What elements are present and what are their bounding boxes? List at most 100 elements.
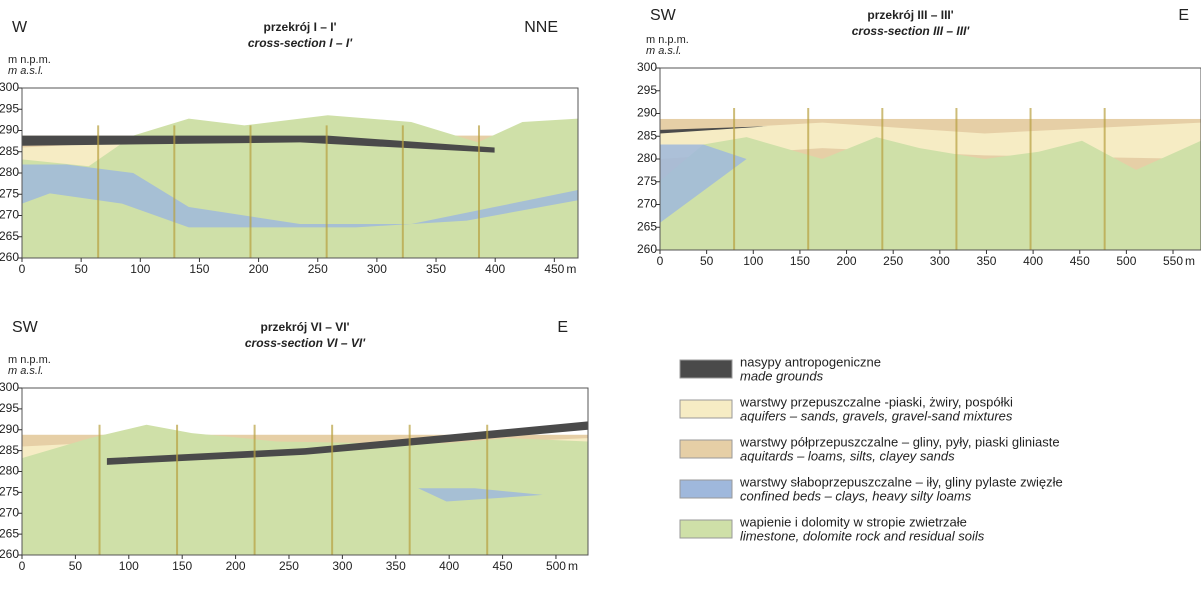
x-tick-label: 150 — [790, 254, 810, 268]
y-tick-label: 300 — [637, 60, 657, 74]
panel-subtitle: cross-section I – I' — [248, 36, 353, 50]
y-tick-label: 270 — [0, 505, 19, 519]
x-tick-label: 50 — [74, 262, 88, 276]
y-tick-label: 285 — [0, 144, 19, 158]
y-tick-label: 285 — [637, 128, 657, 142]
legend-label: warstwy półprzepuszczalne – gliny, pyły,… — [739, 434, 1060, 449]
x-tick-label: 200 — [226, 559, 246, 573]
x-tick-label: 0 — [657, 254, 664, 268]
x-tick-label: 400 — [485, 262, 505, 276]
x-unit: m — [1185, 254, 1195, 268]
limestone — [660, 137, 1201, 250]
x-tick-label: 50 — [69, 559, 83, 573]
y-tick-label: 275 — [0, 485, 19, 499]
y-tick-label: 295 — [0, 401, 19, 415]
y-tick-label: 270 — [637, 197, 657, 211]
x-tick-label: 500 — [546, 559, 566, 573]
y-tick-label: 265 — [637, 219, 657, 233]
x-tick-label: 100 — [130, 262, 150, 276]
y-tick-label: 295 — [0, 101, 19, 115]
x-tick-label: 500 — [1116, 254, 1136, 268]
limestone — [22, 115, 578, 258]
y-tick-label: 260 — [0, 547, 19, 561]
y-tick-label: 270 — [0, 208, 19, 222]
y-label-en: m a.s.l. — [646, 45, 681, 57]
panel-title: przekrój I – I' — [264, 20, 337, 34]
x-tick-label: 350 — [426, 262, 446, 276]
left-direction: SW — [650, 7, 677, 24]
legend-label-en: confined beds – clays, heavy silty loams — [740, 488, 972, 503]
x-tick-label: 450 — [1070, 254, 1090, 268]
made-grounds — [660, 126, 769, 134]
x-tick-label: 250 — [279, 559, 299, 573]
y-tick-label: 260 — [637, 242, 657, 256]
legend-swatch — [679, 439, 733, 459]
y-tick-label: 300 — [0, 80, 19, 94]
y-tick-label: 275 — [637, 174, 657, 188]
x-tick-label: 0 — [19, 559, 26, 573]
y-tick-label: 290 — [0, 422, 19, 436]
x-tick-label: 250 — [883, 254, 903, 268]
right-direction: E — [557, 319, 568, 336]
legend-swatch — [679, 359, 733, 379]
y-label-pl: m n.p.m. — [8, 354, 51, 366]
panel-title: przekrój VI – VI' — [261, 320, 350, 334]
y-tick-label: 280 — [0, 464, 19, 478]
x-tick-label: 350 — [976, 254, 996, 268]
right-direction: E — [1178, 7, 1189, 24]
x-tick-label: 350 — [386, 559, 406, 573]
y-tick-label: 285 — [0, 443, 19, 457]
y-tick-label: 265 — [0, 526, 19, 540]
legend-label-en: made grounds — [740, 368, 824, 383]
legend-swatch — [679, 479, 733, 499]
legend-label: wapienie i dolomity w stropie zwietrzałe — [739, 514, 967, 529]
right-direction: NNE — [524, 19, 558, 36]
x-tick-label: 450 — [493, 559, 513, 573]
panel-subtitle: cross-section III – III' — [852, 24, 971, 38]
y-tick-label: 260 — [0, 250, 19, 264]
confined-beds — [418, 488, 543, 502]
panel-subtitle: cross-section VI – VI' — [245, 336, 366, 350]
x-tick-label: 400 — [439, 559, 459, 573]
legend-label: warstwy słaboprzepuszczalne – iły, gliny… — [739, 474, 1063, 489]
x-tick-label: 200 — [837, 254, 857, 268]
x-tick-label: 100 — [743, 254, 763, 268]
limestone — [22, 424, 588, 555]
panel-title: przekrój III – III' — [867, 8, 953, 22]
x-unit: m — [566, 262, 576, 276]
confined-beds — [22, 164, 578, 228]
x-tick-label: 450 — [544, 262, 564, 276]
x-tick-label: 100 — [119, 559, 139, 573]
x-tick-label: 200 — [249, 262, 269, 276]
x-tick-label: 150 — [172, 559, 192, 573]
y-tick-label: 280 — [637, 151, 657, 165]
x-tick-label: 250 — [308, 262, 328, 276]
made-grounds — [106, 421, 589, 465]
y-tick-label: 290 — [0, 123, 19, 137]
y-label-pl: m n.p.m. — [8, 54, 51, 66]
legend-label-en: aquifers – sands, gravels, gravel-sand m… — [740, 408, 1013, 423]
y-tick-label: 275 — [0, 186, 19, 200]
legend-swatch — [679, 399, 733, 419]
x-unit: m — [568, 559, 578, 573]
y-tick-label: 300 — [0, 380, 19, 394]
y-tick-label: 265 — [0, 229, 19, 243]
x-tick-label: 300 — [367, 262, 387, 276]
x-tick-label: 550 — [1163, 254, 1183, 268]
y-label-en: m a.s.l. — [8, 365, 43, 377]
legend-label: warstwy przepuszczalne -piaski, żwiry, p… — [739, 394, 1013, 409]
legend-label-en: limestone, dolomite rock and residual so… — [740, 528, 985, 543]
x-tick-label: 300 — [332, 559, 352, 573]
legend-swatch — [679, 519, 733, 539]
y-label-pl: m n.p.m. — [646, 34, 689, 46]
x-tick-label: 50 — [700, 254, 714, 268]
x-tick-label: 150 — [189, 262, 209, 276]
confined-beds — [660, 144, 747, 223]
left-direction: SW — [12, 319, 39, 336]
x-tick-label: 400 — [1023, 254, 1043, 268]
legend-label-en: aquitards – loams, silts, clayey sands — [740, 448, 955, 463]
y-tick-label: 280 — [0, 165, 19, 179]
y-tick-label: 290 — [637, 106, 657, 120]
